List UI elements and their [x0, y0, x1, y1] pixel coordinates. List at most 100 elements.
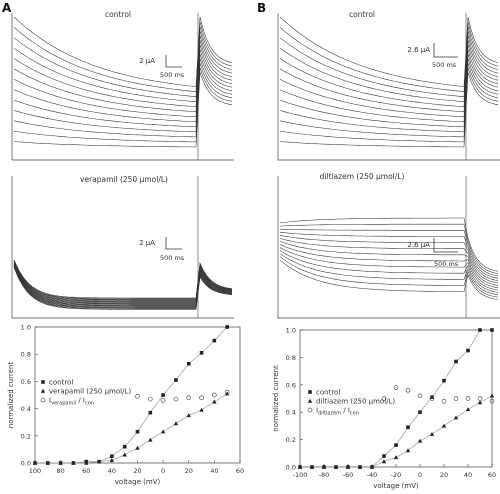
data-point-control: [394, 443, 398, 447]
data-point-drug: [393, 455, 399, 460]
data-point-ratio: [489, 398, 495, 404]
iv-chart-verapamil: normalized current voltage (mV) 0.00.20.…: [7, 324, 244, 487]
plot-area: 0.0 0.2 0.4 0.6 0.8 1.0 100 80 60 40 20 0 20 40 60: [21, 324, 244, 476]
plot-area: 0.0 0.2 0.4 0.6 0.8 1.0 -100 -80 -60 -40 -20 0 20 40 6…: [286, 327, 496, 480]
x-tick-label: -100: [293, 471, 308, 479]
data-point-drug: [453, 415, 459, 420]
current-trace: [13, 260, 233, 300]
current-trace: [13, 259, 233, 299]
current-trace: [279, 217, 499, 272]
data-point-control: [110, 454, 114, 458]
current-trace: [13, 262, 233, 303]
scale-bar-a-bottom: 2 μA 500 ms: [139, 237, 185, 262]
data-point-ratio: [173, 396, 179, 402]
data-point-control: [122, 444, 127, 449]
data-point-drug: [429, 431, 435, 436]
current-trace: [279, 16, 499, 87]
x-tick-label: 20: [440, 471, 448, 479]
data-point-ratio: [441, 398, 447, 404]
data-point-ratio: [40, 397, 46, 403]
current-trace: [279, 235, 499, 281]
y-tick-label: 0.6: [21, 378, 31, 386]
data-point-control: [308, 390, 312, 394]
data-point-control: [406, 425, 410, 430]
data-point-drug: [477, 400, 483, 405]
x-axis-label: voltage (mV): [373, 482, 419, 490]
data-point-ratio: [212, 392, 217, 398]
y-tick-label: 0.4: [286, 409, 296, 417]
current-trace: [13, 49, 233, 123]
current-trace: [279, 72, 499, 148]
data-point-control: [442, 378, 446, 383]
current-trace: [13, 265, 233, 307]
data-point-ratio: [224, 389, 230, 395]
current-trace: [279, 223, 499, 274]
current-trace: [279, 44, 499, 118]
data-point-drug: [135, 445, 140, 450]
data-point-drug: [441, 423, 447, 428]
data-point-drug: [122, 452, 127, 457]
current-traces: [277, 13, 500, 161]
data-point-control: [186, 361, 191, 366]
data-point-drug: [381, 459, 387, 464]
data-point-drug: [109, 457, 115, 462]
data-point-control: [199, 351, 204, 355]
current-traces: [11, 13, 234, 161]
trace-panel-b-control: control 2.6 μA 500 ms: [277, 10, 500, 161]
data-point-drug: [199, 407, 204, 412]
current-trace: [279, 49, 499, 123]
y-tick-label: 1.0: [21, 324, 31, 332]
data-point-ratio: [465, 396, 471, 401]
legend-label-drug: diltiazem (250 μmol/L): [316, 398, 395, 406]
current-trace: [279, 63, 499, 138]
scale-bar-current-label: 2 μA: [139, 239, 155, 247]
current-trace: [13, 262, 233, 302]
scale-bar-time-label: 500 ms: [434, 260, 459, 268]
current-trace: [13, 264, 233, 305]
current-trace: [279, 247, 499, 291]
data-point-ratio: [477, 396, 483, 401]
data-point-ratio: [307, 407, 313, 413]
scale-bar-current-label: 2.6 μA: [407, 46, 430, 54]
data-point-drug: [333, 464, 339, 469]
y-tick-label: 0.2: [21, 432, 31, 440]
scale-bar-current-label: 2.6 μA: [407, 241, 430, 249]
y-tick-label: 0.8: [21, 351, 31, 359]
data-point-drug: [369, 464, 375, 469]
current-trace: [13, 263, 233, 304]
data-point-ratio: [417, 393, 423, 399]
data-point-control: [135, 429, 140, 434]
data-point-drug: [307, 398, 313, 403]
data-point-control: [490, 328, 494, 332]
x-tick-label: 0: [161, 467, 165, 475]
scale-bar-current-label: 2 μA: [139, 57, 155, 65]
y-tick-label: 0.6: [286, 381, 296, 389]
x-tick-label: 0: [418, 471, 422, 479]
trace-panel-a-verapamil: verapamil (250 μmol/L) 2 μA 500 ms: [11, 175, 234, 319]
x-tick-label: 80: [56, 467, 64, 475]
trace-panel-b-diltiazem: diltiazem (250 μmol/L) 2.6 μA 500 ms: [277, 172, 500, 319]
trace-title-a-verapamil: verapamil (250 μmol/L): [80, 175, 168, 184]
x-tick-label: 100: [29, 467, 41, 475]
data-point-ratio: [393, 385, 399, 390]
data-point-drug: [32, 460, 38, 465]
panel-letter-a: A: [2, 1, 12, 15]
current-trace: [279, 53, 499, 128]
current-trace: [279, 58, 499, 133]
data-point-control: [148, 410, 153, 415]
data-point-drug: [58, 460, 63, 465]
trace-frame: [277, 13, 500, 161]
legend-ratio-sub-con: con: [350, 411, 359, 417]
current-trace: [13, 58, 233, 133]
data-point-drug: [405, 448, 411, 453]
trace-frame: [11, 13, 234, 161]
current-trace: [13, 266, 233, 309]
trace-panel-a-control: control 2 μA 500 ms: [11, 10, 234, 161]
current-trace: [13, 72, 233, 148]
data-point-drug: [417, 438, 423, 443]
data-point-drug: [186, 413, 191, 418]
data-point-drug: [173, 421, 179, 426]
data-point-ratio: [135, 394, 140, 399]
legend: control diltiazem (250 μmol/L) Idiltiaze…: [307, 389, 395, 417]
current-trace: [279, 35, 499, 107]
